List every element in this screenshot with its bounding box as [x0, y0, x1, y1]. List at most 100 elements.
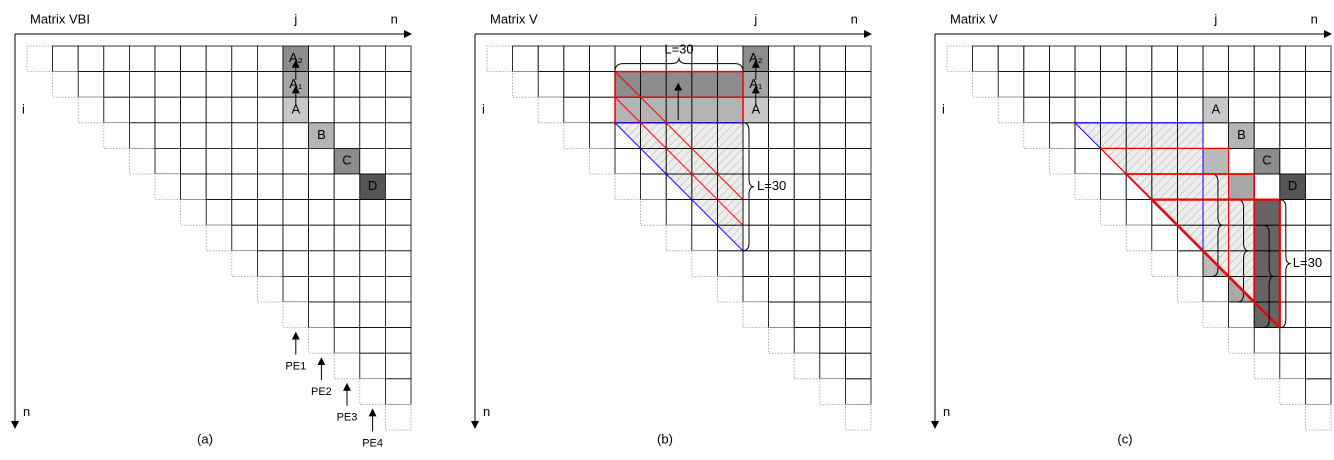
cell — [103, 122, 130, 149]
cell — [793, 173, 821, 201]
cell — [1253, 71, 1281, 98]
cell — [845, 96, 872, 124]
cell — [742, 275, 770, 303]
cell — [768, 199, 795, 226]
cell — [231, 199, 258, 226]
i-label: i — [22, 101, 25, 116]
i-label: i — [942, 101, 945, 116]
cell — [742, 224, 770, 252]
cell — [231, 122, 258, 149]
cell — [359, 71, 386, 98]
cell — [333, 352, 361, 380]
panel-title: Matrix V — [950, 11, 998, 26]
cell — [180, 71, 207, 98]
cell — [665, 224, 693, 252]
cell — [1074, 45, 1102, 73]
cell — [845, 224, 872, 252]
cell — [180, 122, 207, 149]
cell — [282, 122, 310, 149]
cell — [52, 45, 79, 73]
cell — [512, 45, 539, 73]
cell — [793, 250, 821, 277]
cell — [1023, 122, 1050, 149]
panel-title: Matrix VBI — [30, 11, 90, 26]
pe-label: PE3 — [337, 412, 358, 424]
j-label: j — [753, 11, 757, 26]
cell — [308, 250, 335, 277]
cell — [845, 301, 872, 329]
cell — [1253, 96, 1281, 124]
brace — [614, 57, 744, 72]
cell — [1151, 96, 1178, 124]
cell — [333, 250, 361, 277]
cell — [333, 71, 361, 98]
cell — [1228, 327, 1255, 354]
pe-label: PE1 — [285, 361, 306, 373]
cell — [1228, 71, 1255, 98]
cell — [691, 224, 718, 252]
cell — [563, 71, 590, 98]
cell — [282, 301, 310, 329]
cell — [103, 71, 130, 98]
cell — [512, 71, 539, 98]
cell — [537, 96, 565, 124]
cell — [384, 403, 412, 431]
red-outline — [1100, 147, 1230, 277]
cell — [128, 122, 156, 149]
cell — [717, 250, 744, 277]
n-label: n — [483, 404, 490, 419]
cell — [819, 45, 846, 73]
cell — [665, 199, 693, 226]
pe-label: PE2 — [311, 386, 332, 398]
cell — [768, 224, 795, 252]
cell — [282, 224, 310, 252]
cell — [256, 173, 284, 201]
cell — [1279, 224, 1306, 252]
n-label: n — [23, 404, 30, 419]
cell — [1253, 45, 1281, 73]
cell — [308, 45, 335, 73]
cell — [537, 71, 565, 98]
cell — [359, 352, 386, 380]
cell — [1305, 45, 1332, 73]
cell — [819, 122, 846, 149]
cell — [231, 71, 258, 98]
cell — [589, 147, 616, 175]
cell — [180, 45, 207, 73]
cell — [77, 71, 105, 98]
cell — [845, 403, 872, 431]
j-label: j — [1213, 11, 1217, 26]
brace — [742, 122, 755, 252]
cell — [793, 147, 821, 175]
cell — [1100, 199, 1127, 226]
cell — [845, 199, 872, 226]
cell — [563, 45, 590, 73]
cell — [1279, 173, 1306, 201]
cell — [819, 352, 846, 380]
n-label: n — [1311, 11, 1318, 26]
caption: (b) — [657, 431, 673, 446]
cell — [845, 352, 872, 380]
cell — [282, 199, 310, 226]
n-label: n — [391, 11, 398, 26]
cell — [384, 147, 412, 175]
cell — [742, 199, 770, 226]
cell — [333, 96, 361, 124]
cell — [231, 173, 258, 201]
cell — [1100, 173, 1127, 201]
cell — [845, 250, 872, 277]
cell — [845, 173, 872, 201]
cell — [128, 96, 156, 124]
cell — [1305, 71, 1332, 98]
cell — [1023, 45, 1050, 73]
shade-dark — [615, 71, 743, 98]
cell — [845, 275, 872, 303]
cell — [768, 122, 795, 149]
cell — [819, 275, 846, 303]
cell — [205, 224, 233, 252]
cell — [1305, 275, 1332, 303]
red-diag — [614, 71, 744, 200]
cell — [359, 45, 386, 73]
cell — [282, 275, 310, 303]
cell — [359, 378, 386, 405]
